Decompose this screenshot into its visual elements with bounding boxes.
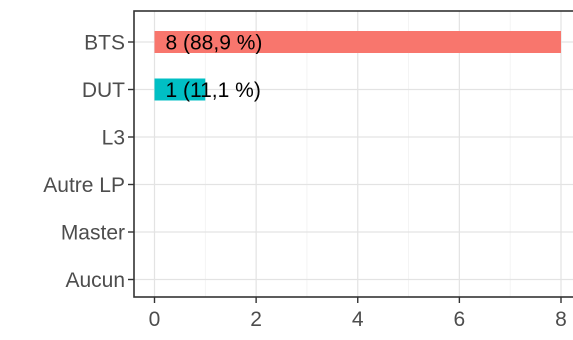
- x-tick-label: 4: [352, 308, 364, 331]
- y-tick-label: DUT: [82, 79, 125, 102]
- y-tick-label: Aucun: [65, 269, 125, 292]
- data-label: 1 (11,1 %): [166, 79, 261, 102]
- bar-bts: [154, 31, 561, 53]
- panel-border: [133, 10, 573, 298]
- y-tick-label: Master: [61, 222, 125, 245]
- x-tick-label: 0: [149, 308, 161, 331]
- bar-dut: [154, 78, 206, 101]
- x-tick-label: 8: [555, 308, 567, 331]
- plot-panel: [134, 11, 573, 297]
- data-label: 8 (88,9 %): [166, 32, 263, 55]
- y-tick-label: BTS: [84, 32, 125, 55]
- y-tick-label: Autre LP: [43, 174, 125, 197]
- y-tick-label: L3: [102, 127, 125, 150]
- x-tick-label: 2: [250, 308, 262, 331]
- x-tick-label: 6: [454, 308, 466, 331]
